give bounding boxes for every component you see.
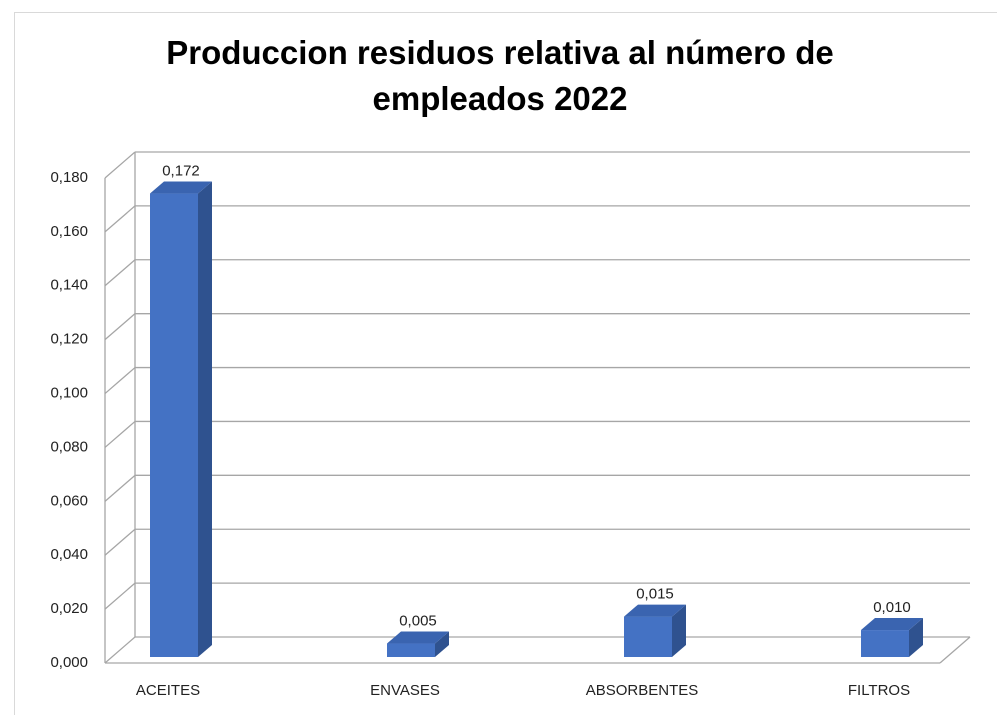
grid-line bbox=[104, 528, 136, 556]
chart-title: Produccion residuos relativa al número d… bbox=[166, 34, 834, 117]
grid-line bbox=[104, 367, 136, 395]
bar-top bbox=[150, 181, 212, 194]
bar-top bbox=[387, 631, 449, 644]
data-label: 0,172 bbox=[162, 163, 200, 180]
grid-line bbox=[104, 151, 136, 179]
x-tick-label: ENVASES bbox=[370, 682, 440, 699]
bar bbox=[861, 630, 909, 657]
bar-side bbox=[198, 181, 212, 658]
y-tick-label: 0,000 bbox=[50, 654, 88, 671]
x-tick-label: ACEITES bbox=[136, 682, 200, 699]
grid-line bbox=[104, 205, 136, 233]
bar-side bbox=[909, 618, 923, 657]
grid-line bbox=[104, 313, 136, 341]
floor-edge bbox=[939, 636, 971, 664]
data-label: 0,015 bbox=[636, 586, 674, 603]
y-tick-label: 0,020 bbox=[50, 600, 88, 617]
bar-top bbox=[861, 618, 923, 631]
grid-line bbox=[104, 420, 136, 448]
bar-top bbox=[624, 604, 686, 617]
y-tick-label: 0,160 bbox=[50, 223, 88, 240]
bar bbox=[387, 643, 435, 657]
y-tick-label: 0,040 bbox=[50, 546, 88, 563]
bar bbox=[624, 616, 672, 657]
y-tick-label: 0,060 bbox=[50, 492, 88, 509]
grid-line bbox=[104, 259, 136, 287]
x-tick-label: FILTROS bbox=[848, 682, 910, 699]
y-tick-label: 0,100 bbox=[50, 385, 88, 402]
y-tick-label: 0,180 bbox=[50, 169, 88, 186]
bar-side bbox=[672, 604, 686, 657]
data-label: 0,005 bbox=[399, 612, 437, 629]
bar bbox=[150, 193, 198, 658]
grid-line bbox=[104, 474, 136, 502]
y-tick-label: 0,120 bbox=[50, 331, 88, 348]
data-label: 0,010 bbox=[873, 599, 911, 616]
y-tick-label: 0,140 bbox=[50, 277, 88, 294]
grid-line bbox=[104, 582, 136, 610]
bar-side bbox=[435, 631, 449, 657]
x-tick-label: ABSORBENTES bbox=[586, 682, 699, 699]
grid-line bbox=[104, 636, 136, 664]
y-tick-label: 0,080 bbox=[50, 438, 88, 455]
chart-frame bbox=[14, 12, 997, 715]
